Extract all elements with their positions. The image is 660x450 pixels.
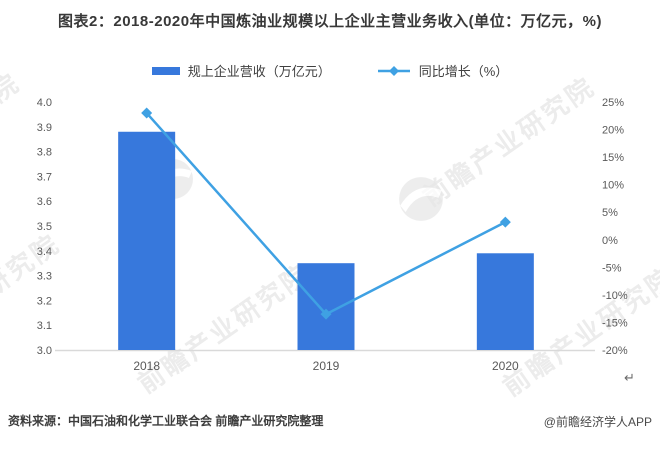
- left-axis-tick: 3.6: [37, 196, 52, 208]
- left-axis-tick: 3.9: [37, 122, 52, 134]
- bar-2018: [118, 131, 176, 350]
- chart-title: 图表2：2018-2020年中国炼油业规模以上企业主营业务收入(单位：万亿元，%…: [58, 13, 602, 30]
- paragraph-return-mark: ↵: [624, 370, 635, 385]
- bar-2019: [297, 263, 355, 350]
- marker-2018: [141, 107, 153, 119]
- left-axis-tick: 4.0: [37, 97, 52, 109]
- left-axis-tick: 3.3: [37, 271, 52, 283]
- bar-2020: [476, 253, 534, 350]
- right-axis-tick: -5%: [602, 262, 622, 274]
- right-axis-tick: 25%: [602, 97, 624, 109]
- watermark-logo-icon: [398, 176, 444, 227]
- x-label-2018: 2018: [133, 359, 160, 373]
- right-axis-tick: -15%: [602, 317, 628, 329]
- marker-2020: [499, 216, 511, 228]
- bar-series-swatch-icon: [151, 66, 180, 75]
- left-axis-tick: 3.4: [37, 246, 52, 258]
- right-axis-tick: 20%: [602, 125, 624, 137]
- right-axis-tick: 10%: [602, 180, 624, 192]
- marker-2019: [320, 308, 332, 320]
- legend-item-growth: 同比增长（%）: [377, 61, 509, 80]
- x-label-2019: 2019: [313, 359, 340, 373]
- left-axis-tick: 3.1: [37, 320, 52, 332]
- x-label-2020: 2020: [492, 359, 519, 373]
- right-axis-tick: 0%: [602, 235, 618, 247]
- right-axis-tick: 15%: [602, 152, 624, 164]
- chart-legend: 规上企业营收（万亿元） 同比增长（%）: [0, 61, 660, 80]
- right-axis-tick: -20%: [602, 345, 628, 357]
- left-axis-tick: 3.5: [37, 221, 52, 233]
- legend-item-revenue: 规上企业营收（万亿元）: [151, 61, 331, 80]
- right-axis-tick: 5%: [602, 207, 618, 219]
- right-axis-tick: -10%: [602, 290, 628, 302]
- left-axis-tick: 3.2: [37, 295, 52, 307]
- left-axis-tick: 3.8: [37, 147, 52, 159]
- line-series-swatch-icon: [377, 65, 411, 77]
- legend-label-growth: 同比增长（%）: [418, 64, 509, 79]
- source-note: 资料来源：中国石油和化学工业联合会 前瞻产业研究院整理: [8, 414, 324, 428]
- left-axis-tick: 3.7: [37, 171, 52, 183]
- legend-label-revenue: 规上企业营收（万亿元）: [187, 64, 331, 79]
- left-axis-tick: 3.0: [37, 345, 52, 357]
- credit-note: @前瞻经济学人APP: [543, 415, 652, 429]
